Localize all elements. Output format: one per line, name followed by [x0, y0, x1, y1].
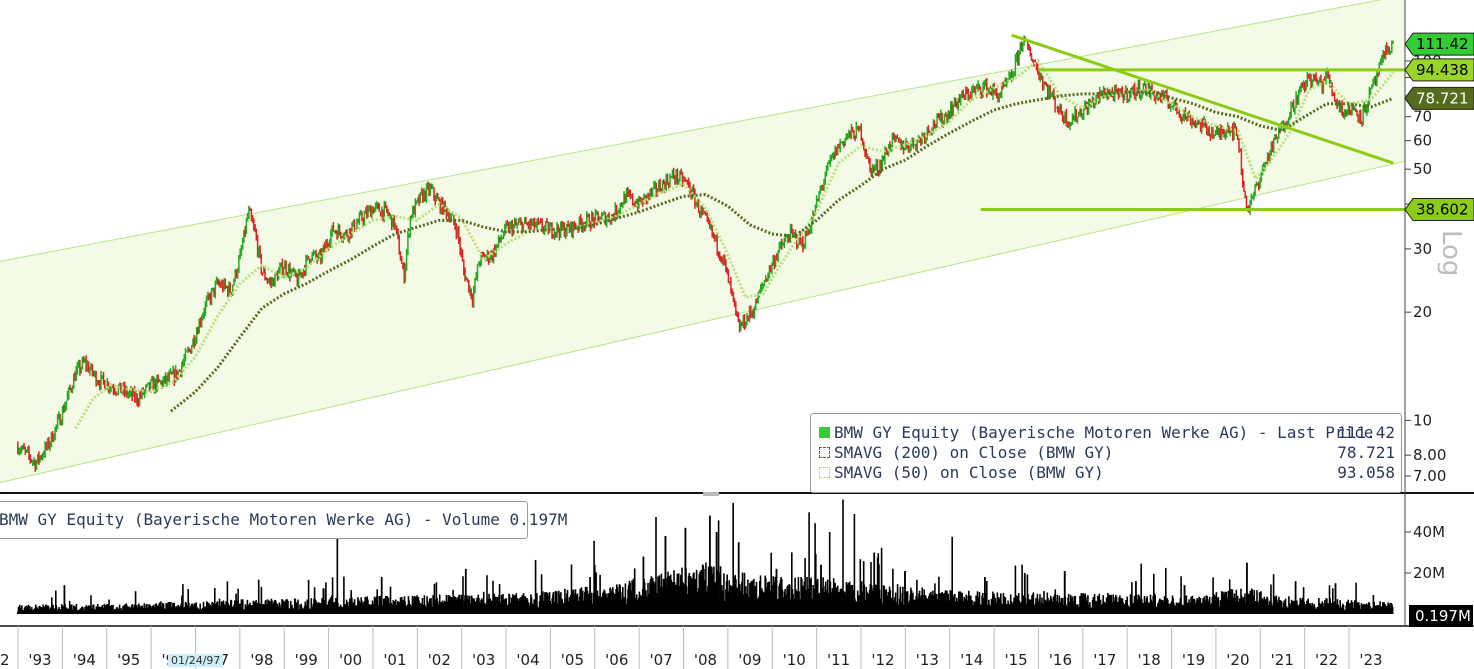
price-y-tick-label: 70: [1413, 108, 1432, 126]
channel-upper-line: [0, 0, 1382, 262]
price-tag-label: 94.438: [1416, 61, 1469, 79]
legend-value-price: 111.42: [1337, 423, 1395, 442]
price-tag-38.602: 38.602: [1404, 198, 1474, 222]
price-tag-label: 78.721: [1416, 89, 1469, 107]
legend-row-sma200: SMAVG (200) on Close (BMW GY) 78.721: [819, 443, 1395, 463]
x-tick-label: '09: [738, 651, 761, 669]
price-y-tick-label: 30: [1413, 240, 1432, 258]
price-tag-shape: [1404, 58, 1474, 82]
price-tag-78.721: 78.721: [1404, 86, 1474, 110]
sma200-line: [169, 90, 1394, 413]
x-tick-label: '08: [694, 651, 717, 669]
price-y-axis-label: Log: [1436, 230, 1466, 276]
pane-splitter-handle: [703, 492, 719, 496]
price-tag-shape: [1404, 198, 1474, 222]
x-tick-label: '22: [1315, 651, 1338, 669]
regression-channel: [0, 0, 1405, 483]
price-pane: [0, 0, 1405, 484]
price-y-tick-label: 20: [1413, 303, 1432, 321]
sma50-line: [74, 58, 1395, 430]
x-tick-label: '03: [472, 651, 495, 669]
price-legend: BMW GY Equity (Bayerische Motoren Werke …: [810, 413, 1402, 493]
volume-y-tick-label: 20M: [1413, 564, 1445, 582]
x-tick-label: '23: [1359, 651, 1382, 669]
volume-pane: [16, 499, 1394, 614]
downtrend-line: [1011, 33, 1394, 165]
price-tag-label: 111.42: [1416, 35, 1469, 53]
legend-swatch-price: [819, 427, 830, 438]
price-y-tick-label: 50: [1413, 160, 1432, 178]
x-tick-label: '99: [295, 651, 318, 669]
x-tick-label: '11: [827, 651, 850, 669]
x-tick-label: '21: [1271, 651, 1294, 669]
price-plot-area: [0, 0, 1405, 484]
legend-value-sma200: 78.721: [1337, 443, 1395, 462]
price-tag-111.42: 111.42: [1404, 32, 1474, 56]
legend-row-last-price: BMW GY Equity (Bayerische Motoren Werke …: [819, 423, 1395, 443]
volume-y-tick-label: 40M: [1413, 523, 1445, 541]
price-y-tick-label: 8.00: [1413, 446, 1446, 464]
legend-label-sma200: SMAVG (200) on Close (BMW GY): [834, 443, 1114, 462]
x-tick-label: '14: [960, 651, 983, 669]
x-tick-label-partial: 2: [0, 651, 10, 669]
volume-tag-shape: [1409, 605, 1473, 627]
x-tick-label: '01: [383, 651, 406, 669]
volume-legend: BMW GY Equity (Bayerische Motoren Werke …: [0, 501, 567, 539]
legend-value-sma50: 93.058: [1337, 463, 1395, 482]
legend-swatch-sma50: [819, 467, 830, 478]
legend-label-price: BMW GY Equity (Bayerische Motoren Werke …: [834, 423, 1374, 442]
price-y-tick-label: 7.00: [1413, 467, 1446, 485]
x-tick-label: '20: [1226, 651, 1249, 669]
x-tick-label: '06: [605, 651, 628, 669]
x-tick-label: '98: [250, 651, 273, 669]
x-tick-label: '93: [28, 651, 51, 669]
x-tick-label: '95: [117, 651, 140, 669]
price-tag-label: 38.602: [1416, 201, 1469, 219]
price-tag-94.438: 94.438: [1404, 58, 1474, 82]
price-y-tick-label: 10: [1413, 411, 1432, 429]
date-flag: 01/24/97: [168, 654, 224, 667]
legend-row-sma50: SMAVG (50) on Close (BMW GY) 93.058: [819, 463, 1395, 483]
x-tick-label: '04: [516, 651, 539, 669]
price-y-tick-label: 60: [1413, 132, 1432, 150]
price-tag-shape: [1404, 32, 1474, 56]
channel-lower-line: [0, 160, 1405, 484]
x-tick-label: '10: [783, 651, 806, 669]
x-tick-label: '12: [871, 651, 894, 669]
volume-last-tag: 0.197M: [1409, 605, 1473, 627]
x-tick-label: '18: [1138, 651, 1161, 669]
x-tick-label: '15: [1004, 651, 1027, 669]
x-tick-label: '00: [339, 651, 362, 669]
x-tick-label: '07: [650, 651, 673, 669]
price-tag-shape: [1404, 86, 1474, 110]
x-tick-label: '02: [428, 651, 451, 669]
volume-tag-label: 0.197M: [1415, 607, 1471, 625]
x-tick-label: '16: [1049, 651, 1072, 669]
legend-swatch-sma200: [819, 447, 830, 458]
volume-bars: [16, 499, 1394, 614]
legend-label-sma50: SMAVG (50) on Close (BMW GY): [834, 463, 1104, 482]
x-tick-label: '05: [561, 651, 584, 669]
x-tick-label: '19: [1182, 651, 1205, 669]
x-tick-label: '13: [916, 651, 939, 669]
x-tick-label: '17: [1093, 651, 1116, 669]
x-tick-label: '94: [73, 651, 96, 669]
